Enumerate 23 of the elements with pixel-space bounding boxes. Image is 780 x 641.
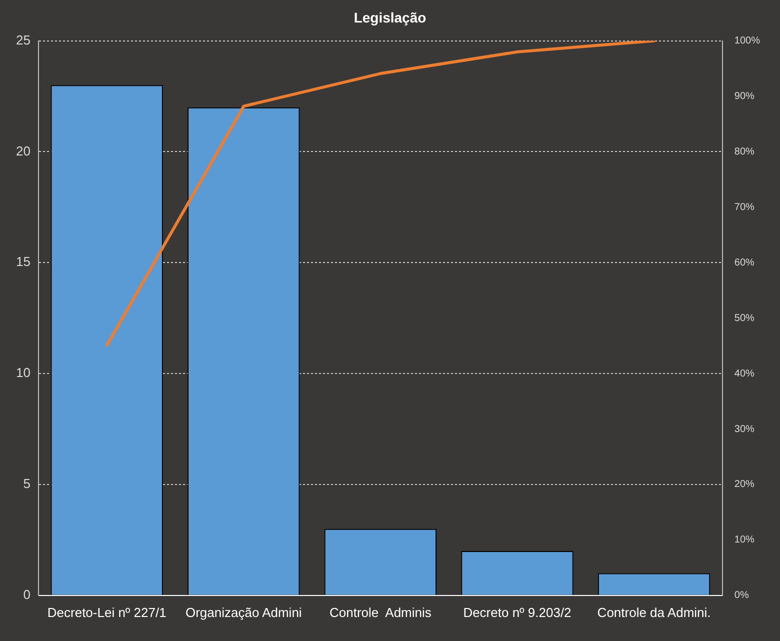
- x-tick-label: Controle Adminis: [329, 604, 432, 620]
- y-tick-label: 0: [23, 586, 30, 602]
- y2-tick-label: 90%: [734, 91, 755, 102]
- y2-tick-label: 70%: [734, 202, 755, 213]
- chart-title: Legislação: [354, 9, 426, 26]
- y-tick-label: 20: [16, 143, 30, 158]
- y2-tick-label: 50%: [734, 312, 755, 324]
- y2-tick-label: 80%: [734, 146, 755, 158]
- y2-tick-label: 10%: [734, 534, 755, 546]
- x-tick-label: Decreto-Lei nº 227/1: [47, 604, 166, 620]
- x-tick-label: Controle da Admini.: [597, 604, 711, 620]
- y2-tick-label: 40%: [734, 368, 755, 380]
- y-tick-label: 15: [16, 254, 30, 270]
- y2-tick-label: 30%: [734, 424, 755, 435]
- x-tick-label: Organização Admini: [185, 604, 302, 620]
- y-tick-label: 5: [23, 476, 30, 492]
- y2-tick-label: 0%: [734, 590, 749, 602]
- y2-tick-label: 60%: [734, 257, 755, 268]
- y2-tick-label: 20%: [734, 479, 755, 490]
- y2-tick-label: 100%: [734, 36, 760, 47]
- y-tick-label: 25: [16, 32, 30, 48]
- x-tick-label: Decreto nº 9.203/2: [463, 604, 572, 620]
- y-tick-label: 10: [16, 365, 30, 380]
